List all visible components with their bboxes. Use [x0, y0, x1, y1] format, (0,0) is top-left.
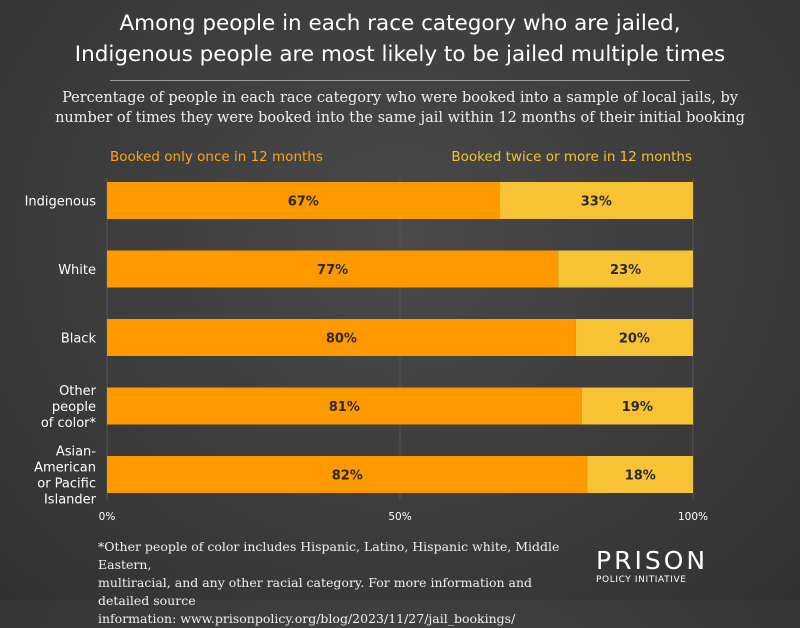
- footnote-line-1: *Other people of color includes Hispanic…: [98, 539, 560, 572]
- chart-title-line-2: Indigenous people are most likely to be …: [74, 42, 726, 67]
- category-label-line: or Pacific: [37, 477, 96, 492]
- logo-wordmark-bottom: POLICY INITIATIVE: [596, 575, 687, 585]
- footnote: *Other people of color includes Hispanic…: [98, 538, 568, 628]
- prison-policy-initiative-logo: PRISON POLICY INITIATIVE: [596, 546, 709, 586]
- stacked-bar-chart: 67% 33% Indigenous 77% 23% White 80% 20% Black 81…: [25, 178, 708, 523]
- value-label-booked-twice-2: 20%: [619, 332, 650, 347]
- value-label-booked-twice-4: 18%: [625, 469, 656, 484]
- title-divider: [110, 80, 690, 81]
- category-label-0: Indigenous: [25, 195, 97, 210]
- bar-booked-once-2: [107, 319, 576, 356]
- chart-subtitle-line-1: Percentage of people in each race catego…: [62, 90, 738, 106]
- category-label-line: Black: [61, 332, 97, 347]
- footnote-line-3: information: www.prisonpolicy.org/blog/2…: [98, 611, 516, 626]
- category-label-2: Black: [61, 332, 97, 347]
- bar-booked-once-4: [107, 456, 588, 493]
- chart-title: Among people in each race category who a…: [0, 8, 800, 70]
- bar-booked-twice-2: [575, 319, 693, 356]
- chart-subtitle: Percentage of people in each race catego…: [0, 88, 800, 128]
- value-label-booked-once-4: 82%: [332, 469, 363, 484]
- category-label-4: Asian-American or Pacific Islander: [34, 445, 97, 508]
- value-label-booked-twice-1: 23%: [610, 263, 641, 278]
- chart-subtitle-line-2: number of times they were booked into th…: [55, 110, 745, 126]
- category-label-line: American: [34, 461, 96, 476]
- category-label-line: Asian-: [56, 445, 96, 460]
- legend-booked-twice-or-more: Booked twice or more in 12 months: [451, 149, 692, 165]
- bar-booked-twice-4: [587, 456, 693, 493]
- category-label-line: Indigenous: [25, 195, 97, 210]
- category-label-line: of color*: [41, 416, 97, 431]
- category-label-line: people: [52, 400, 96, 415]
- value-label-booked-once-2: 80%: [326, 332, 357, 347]
- category-label-3: Other people of color*: [41, 384, 97, 431]
- category-label-line: Other: [59, 384, 97, 399]
- bar-booked-once-0: [107, 182, 500, 219]
- logo-wordmark-top: PRISON: [596, 546, 709, 575]
- x-tick-label-0: 0%: [99, 511, 116, 523]
- category-label-line: White: [58, 263, 96, 278]
- value-label-booked-twice-0: 33%: [581, 195, 612, 210]
- footnote-line-2: multiracial, and any other racial catego…: [98, 575, 533, 608]
- bar-booked-once-1: [107, 250, 559, 288]
- bar-booked-twice-0: [499, 182, 693, 219]
- value-label-booked-once-0: 67%: [288, 195, 319, 210]
- bar-booked-twice-3: [581, 387, 693, 425]
- category-label-line: Islander: [44, 493, 97, 508]
- x-tick-label-100: 100%: [678, 511, 708, 523]
- x-tick-label-50: 50%: [388, 511, 411, 523]
- value-label-booked-once-1: 77%: [317, 263, 348, 278]
- value-label-booked-once-3: 81%: [329, 400, 360, 415]
- bar-booked-twice-1: [558, 250, 693, 288]
- legend-booked-once: Booked only once in 12 months: [110, 149, 323, 165]
- chart-title-line-1: Among people in each race category who a…: [119, 11, 681, 36]
- bar-booked-once-3: [107, 387, 582, 425]
- value-label-booked-twice-3: 19%: [622, 400, 653, 415]
- category-label-1: White: [58, 263, 96, 278]
